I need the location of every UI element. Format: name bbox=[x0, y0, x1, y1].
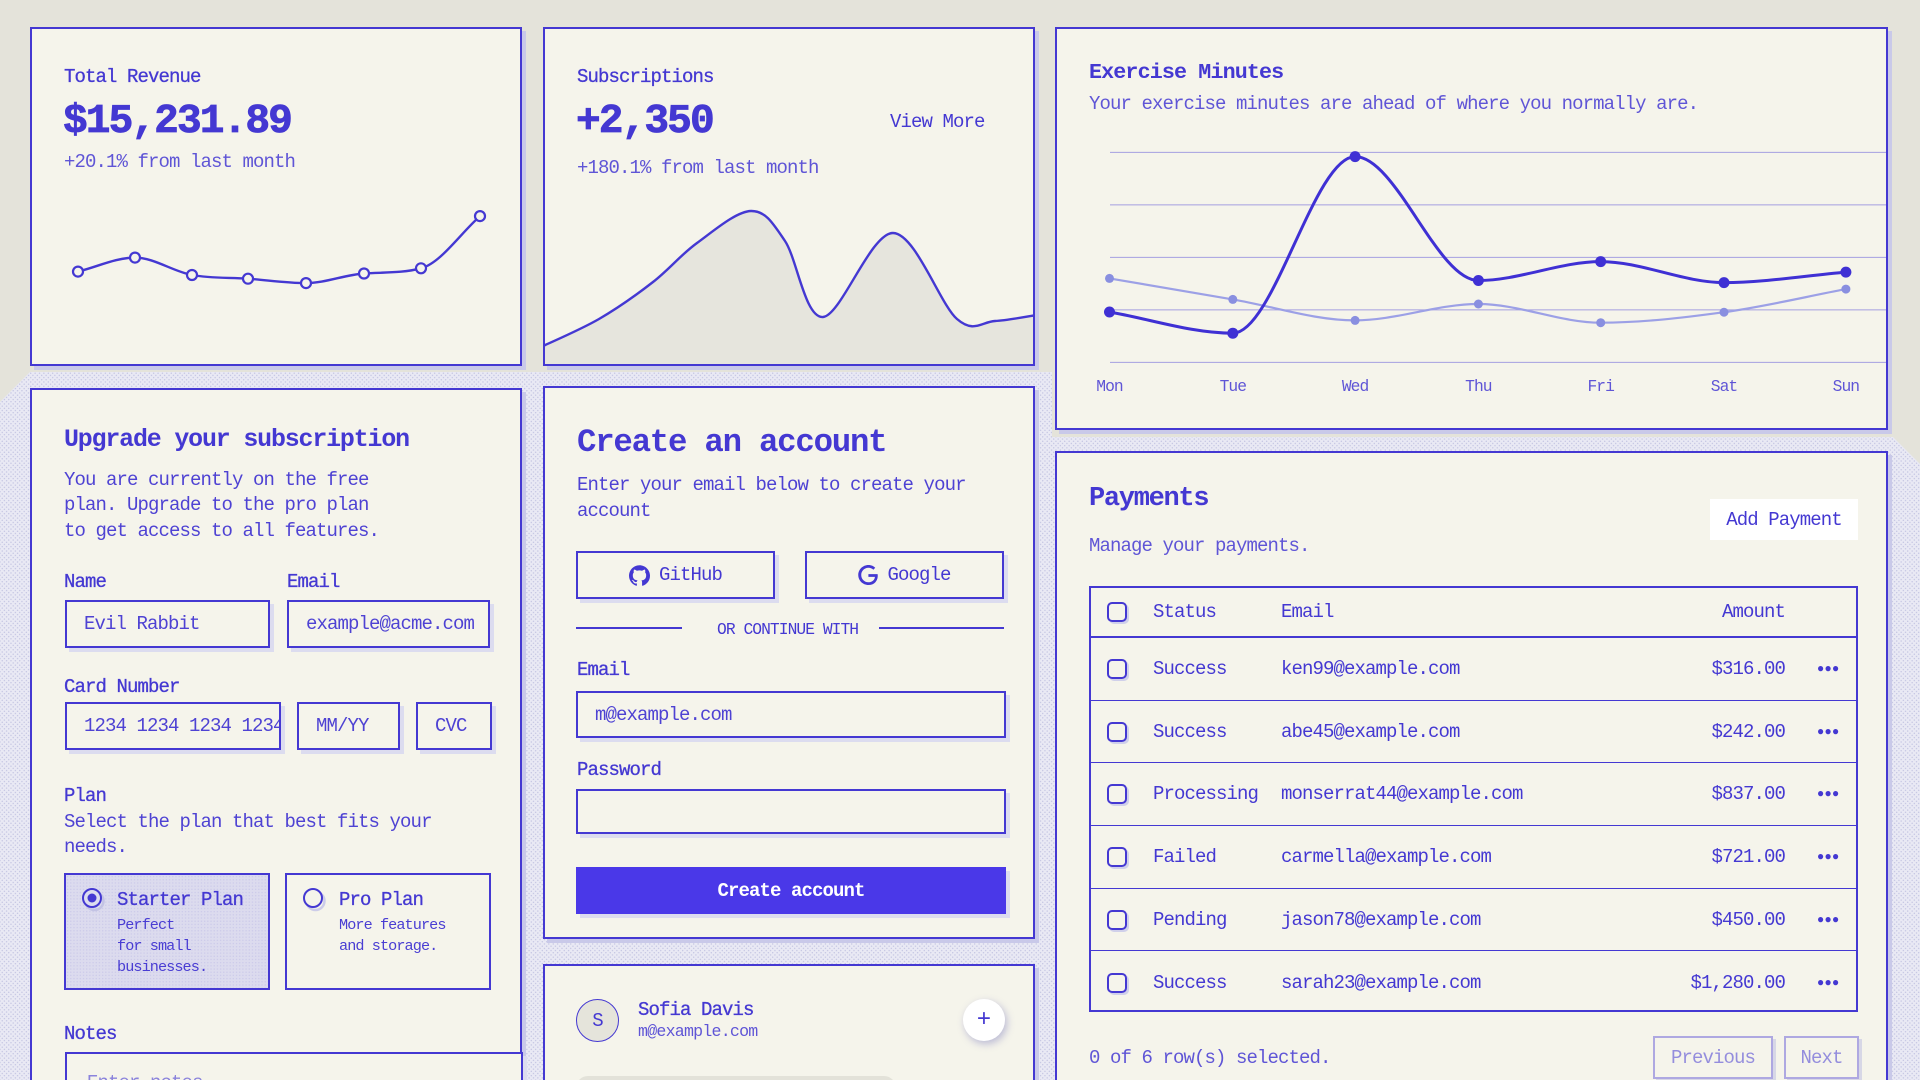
svg-text:Thu: Thu bbox=[1465, 377, 1492, 396]
svg-text:Tue: Tue bbox=[1220, 377, 1247, 396]
svg-text:Sun: Sun bbox=[1833, 377, 1860, 396]
svg-text:Sat: Sat bbox=[1711, 377, 1738, 396]
svg-text:Fri: Fri bbox=[1587, 377, 1614, 396]
svg-text:Wed: Wed bbox=[1342, 377, 1369, 396]
svg-text:Mon: Mon bbox=[1096, 377, 1123, 396]
